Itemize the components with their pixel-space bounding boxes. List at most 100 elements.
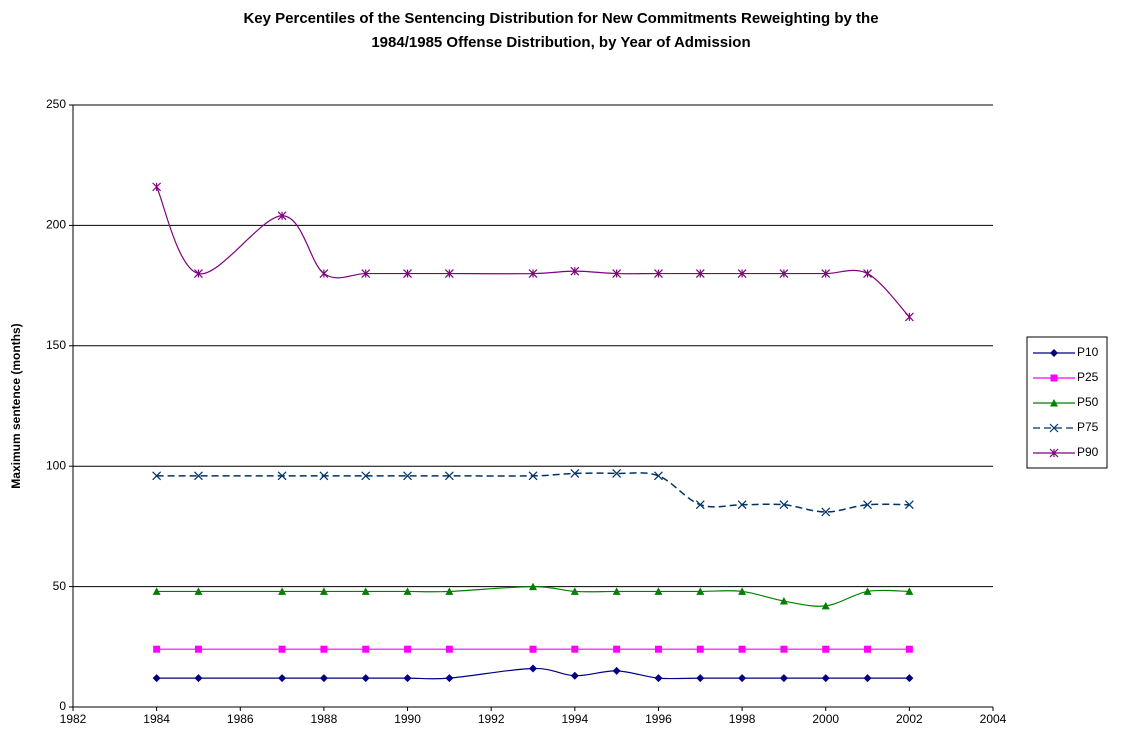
data-point — [319, 674, 328, 683]
data-point — [529, 582, 537, 591]
x-tick-label: 1982 — [60, 712, 87, 726]
data-point — [278, 645, 286, 653]
data-point — [821, 601, 830, 610]
data-point — [612, 587, 621, 595]
x-tick-label: 1986 — [227, 712, 254, 726]
data-point — [863, 674, 872, 683]
y-axis-label: Maximum sentence (months) — [9, 323, 23, 488]
data-point — [738, 645, 746, 653]
x-tick-label: 1992 — [478, 712, 505, 726]
data-point — [194, 269, 203, 278]
data-point — [361, 587, 370, 595]
data-point — [361, 269, 371, 278]
data-point — [904, 500, 914, 510]
data-point — [654, 645, 662, 653]
data-point — [654, 269, 663, 278]
x-tick-label: 1990 — [394, 712, 421, 726]
data-point — [403, 587, 412, 595]
data-point — [695, 500, 705, 510]
chart-title: 1984/1985 Offense Distribution, by Year … — [371, 34, 750, 51]
data-point — [277, 211, 287, 221]
data-point — [277, 471, 287, 481]
data-point — [570, 468, 580, 478]
data-point — [612, 269, 622, 278]
y-tick-label: 150 — [46, 338, 66, 352]
data-point — [194, 674, 203, 683]
data-point — [319, 471, 329, 481]
legend-label: P75 — [1077, 420, 1099, 434]
data-point — [695, 269, 705, 278]
data-point — [864, 645, 872, 653]
data-point — [403, 674, 412, 683]
data-point — [821, 674, 830, 683]
x-tick-label: 2004 — [980, 712, 1007, 726]
data-point — [863, 587, 872, 595]
data-point — [905, 587, 914, 595]
data-point — [863, 269, 872, 278]
x-tick-label: 1994 — [561, 712, 588, 726]
chart-title: Key Percentiles of the Sentencing Distri… — [243, 10, 878, 27]
data-point — [319, 269, 329, 278]
data-point — [821, 269, 831, 278]
data-point — [361, 471, 371, 481]
data-point — [278, 674, 287, 683]
data-point — [613, 645, 621, 653]
data-point — [445, 587, 454, 595]
legend-marker — [1050, 374, 1058, 382]
legend-label: P25 — [1077, 370, 1099, 384]
x-tick-label: 1988 — [311, 712, 338, 726]
data-point — [696, 674, 705, 683]
x-tick-label: 2002 — [896, 712, 923, 726]
legend-marker — [1049, 448, 1059, 458]
legend-label: P90 — [1077, 445, 1099, 459]
data-point — [319, 587, 328, 595]
data-point — [445, 674, 454, 683]
data-point — [194, 587, 203, 595]
data-point — [737, 269, 747, 278]
x-tick-label: 2000 — [812, 712, 839, 726]
data-point — [904, 312, 914, 322]
series-line — [156, 186, 910, 318]
data-point — [612, 666, 621, 675]
data-point — [654, 674, 663, 683]
data-point — [194, 471, 203, 481]
data-point — [403, 471, 412, 481]
data-point — [444, 269, 454, 278]
data-point — [529, 645, 537, 653]
data-point — [737, 500, 747, 510]
data-point — [654, 587, 663, 595]
data-point — [152, 587, 161, 595]
data-point — [779, 269, 789, 278]
data-point — [780, 645, 788, 653]
x-tick-label: 1996 — [645, 712, 672, 726]
data-point — [738, 674, 747, 683]
data-point — [152, 674, 161, 683]
series-line — [156, 472, 910, 513]
data-point — [403, 269, 412, 278]
data-point — [571, 645, 579, 653]
series-line — [156, 585, 910, 607]
data-point — [779, 674, 788, 683]
legend-marker — [1050, 399, 1058, 407]
data-point — [528, 471, 538, 481]
y-tick-label: 100 — [46, 458, 66, 472]
series-line — [156, 667, 910, 680]
data-point — [738, 587, 747, 595]
y-tick-label: 200 — [46, 218, 66, 232]
data-point — [152, 182, 162, 192]
y-tick-label: 0 — [59, 699, 66, 713]
y-tick-label: 250 — [46, 97, 66, 111]
legend-marker — [1050, 349, 1058, 357]
data-point — [863, 500, 872, 510]
data-point — [444, 471, 454, 481]
data-point — [779, 500, 789, 510]
data-point — [278, 587, 287, 595]
data-point — [570, 266, 580, 276]
data-point — [905, 674, 914, 683]
legend-label: P50 — [1077, 395, 1099, 409]
data-point — [153, 645, 161, 653]
data-point — [654, 471, 663, 481]
data-point — [696, 587, 705, 595]
